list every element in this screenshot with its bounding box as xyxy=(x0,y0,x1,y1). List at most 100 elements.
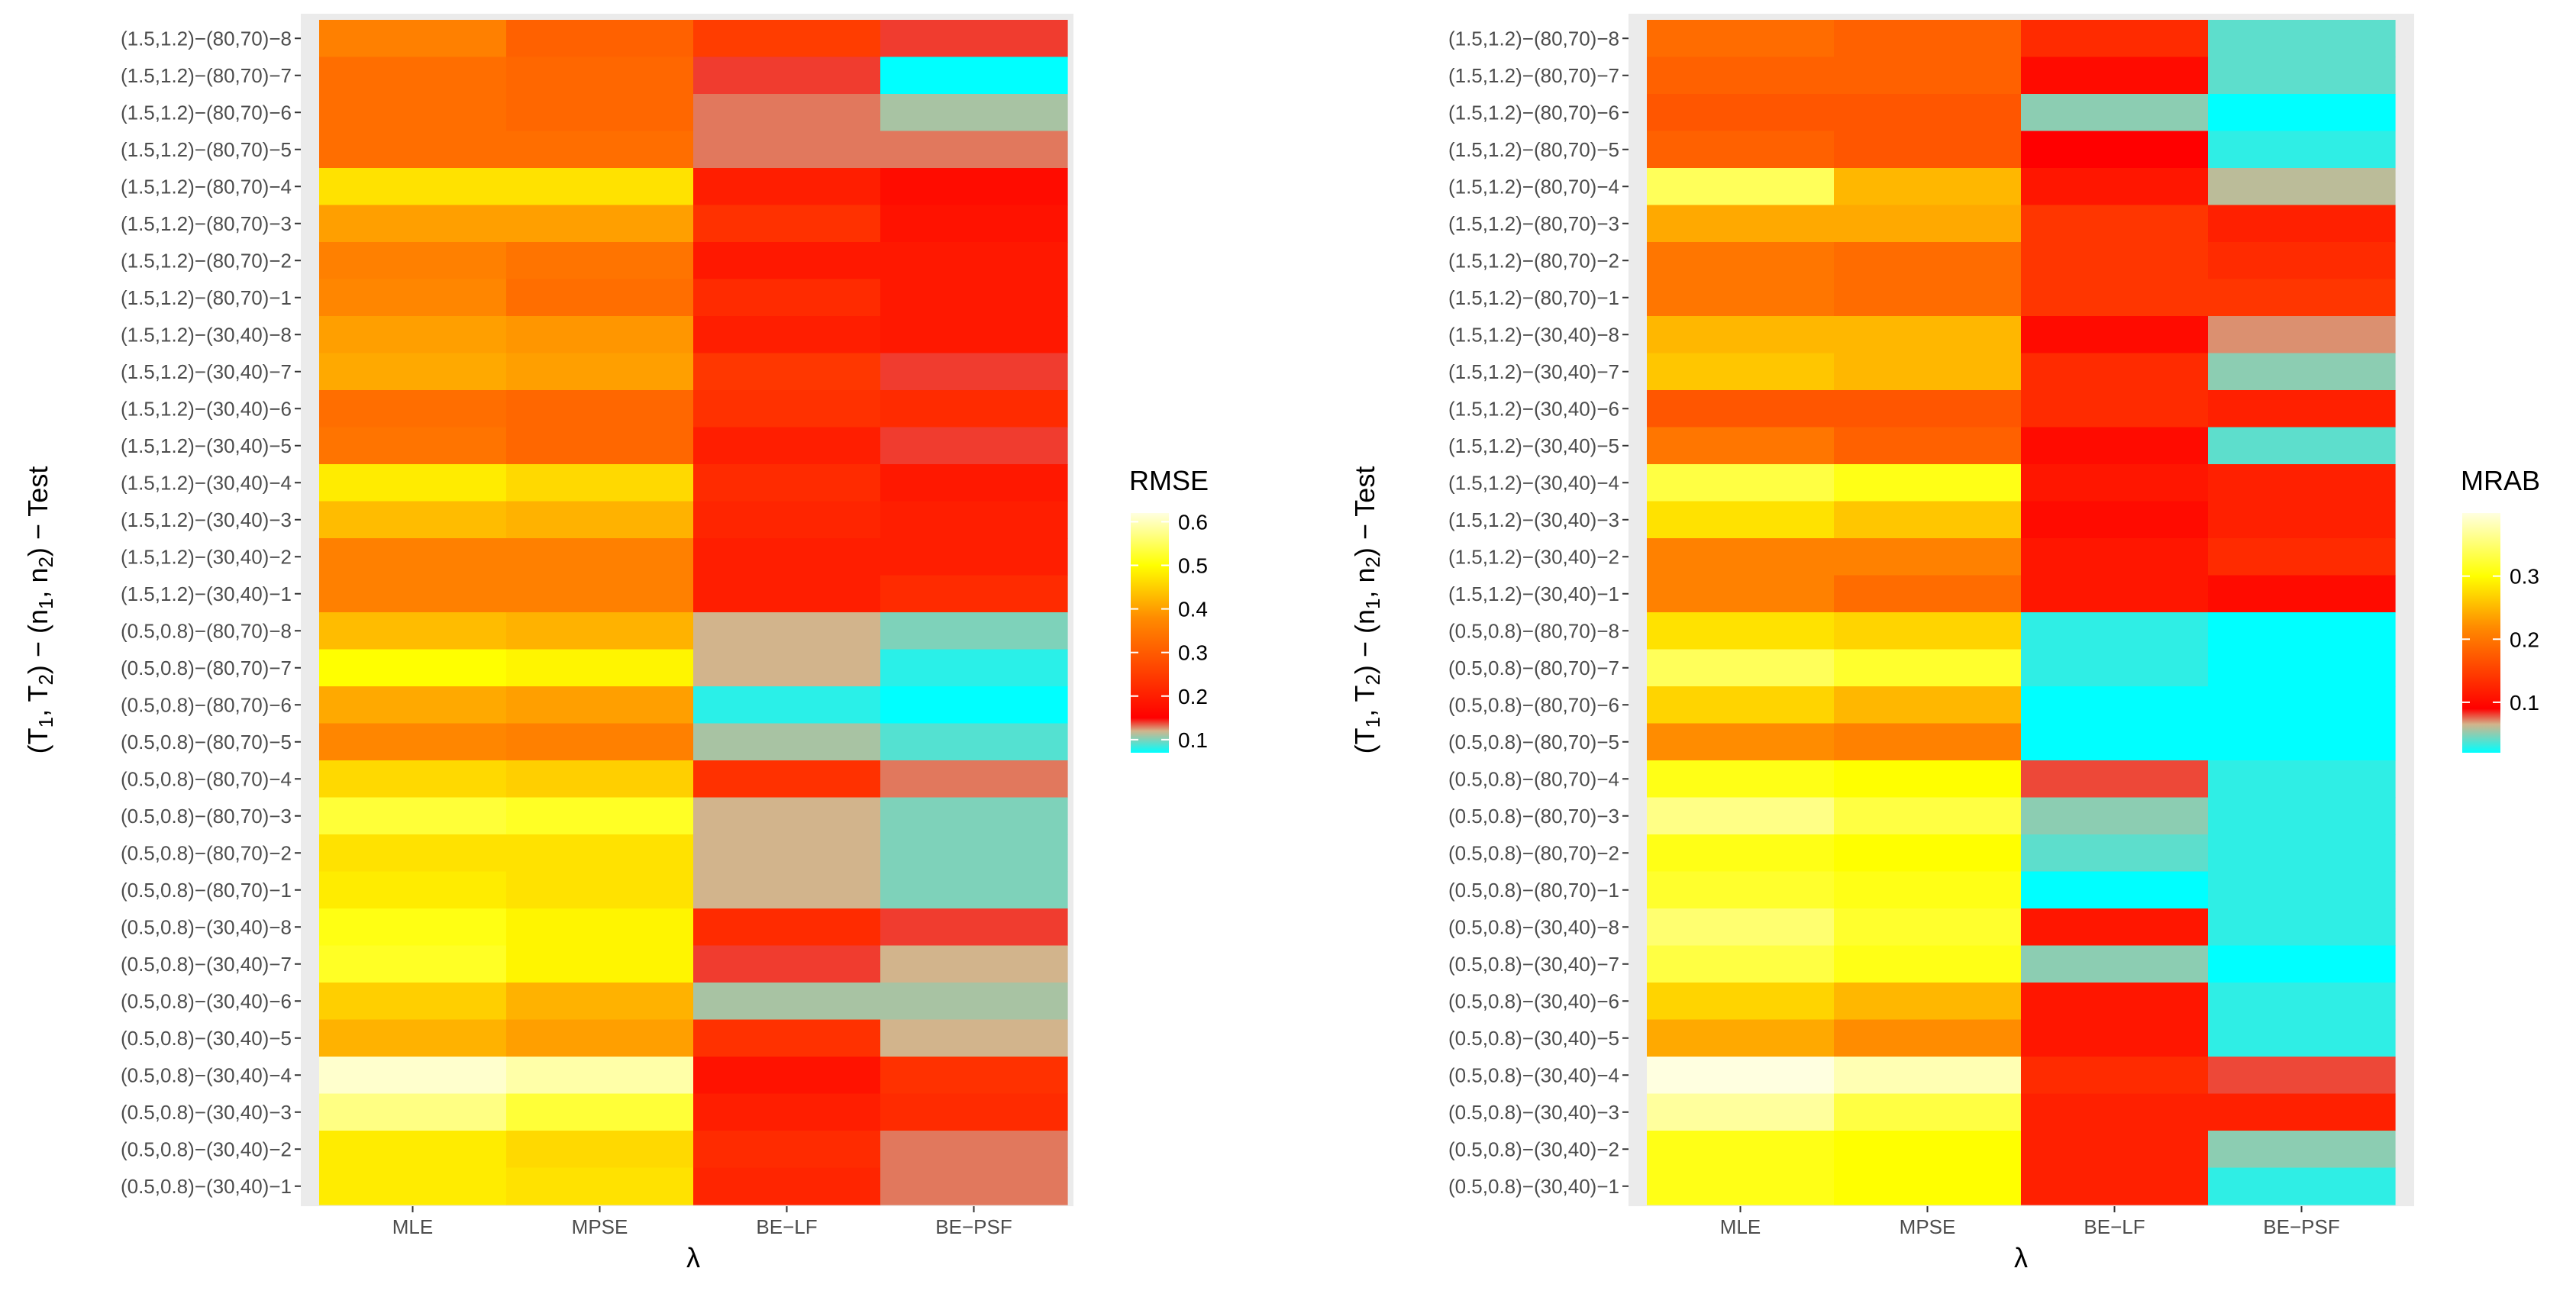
heatmap-cell xyxy=(880,94,1068,132)
heatmap-cell xyxy=(2208,723,2396,761)
heatmap-cell xyxy=(2208,279,2396,317)
y-tick-label: (0.5,0.8)−(80,70)−1 xyxy=(121,879,292,902)
heatmap-cell xyxy=(319,945,507,983)
heatmap-cell xyxy=(1834,983,2022,1021)
heatmap-cell xyxy=(1647,501,1835,539)
heatmap-cell xyxy=(1647,760,1835,799)
heatmap-cell xyxy=(880,760,1068,799)
heatmap-cell xyxy=(2021,871,2209,909)
y-axis-title: (T1, T2) − (n1, n2) − Test xyxy=(22,466,57,754)
heatmap-cell xyxy=(693,316,881,354)
y-axis-title-part: (T xyxy=(1349,728,1380,753)
heatmap-cell xyxy=(2208,94,2396,132)
heatmap-cell xyxy=(1834,279,2022,317)
heatmap-cell xyxy=(506,56,694,95)
heatmap-cell xyxy=(2208,834,2396,873)
legend-tick-label: 0.1 xyxy=(1178,728,1208,752)
heatmap-cell xyxy=(1834,390,2022,428)
heatmap-cell xyxy=(506,612,694,650)
heatmap-cell xyxy=(880,1019,1068,1057)
heatmap-cell xyxy=(2208,1167,2396,1205)
y-tick-label: (1.5,1.2)−(30,40)−8 xyxy=(1448,323,1619,346)
heatmap-cell xyxy=(2208,797,2396,835)
y-tick-label: (1.5,1.2)−(80,70)−1 xyxy=(121,286,292,309)
y-tick-label: (0.5,0.8)−(80,70)−2 xyxy=(1448,841,1619,864)
heatmap-cell xyxy=(2208,649,2396,687)
y-axis-title-subscript: 1 xyxy=(34,717,57,728)
y-axis-title-part: (T xyxy=(22,728,53,753)
heatmap-cell xyxy=(1647,1131,1835,1169)
heatmap-cell xyxy=(1834,871,2022,909)
y-tick-label: (1.5,1.2)−(80,70)−6 xyxy=(121,101,292,124)
heatmap-cell xyxy=(693,983,881,1021)
heatmap-cell xyxy=(1834,723,2022,761)
x-axis-title: λ xyxy=(2014,1242,2028,1273)
heatmap-cell xyxy=(2021,427,2209,465)
heatmap-cell xyxy=(2021,279,2209,317)
heatmap-cell xyxy=(2021,501,2209,539)
y-tick-label: (1.5,1.2)−(30,40)−2 xyxy=(1448,545,1619,568)
y-tick-label: (0.5,0.8)−(30,40)−1 xyxy=(1448,1175,1619,1198)
legend: RMSE 0.1 0.2 0.3 0.4 0.5 0.6 xyxy=(1129,465,1209,753)
y-tick-label: (1.5,1.2)−(30,40)−5 xyxy=(1448,434,1619,457)
heatmap-cell xyxy=(693,131,881,169)
heatmap-cell xyxy=(1834,1093,2022,1131)
heatmap-cell xyxy=(2208,353,2396,391)
heatmap-cell xyxy=(1834,168,2022,206)
heatmap-cell xyxy=(693,94,881,132)
heatmap-cell xyxy=(693,908,881,947)
heatmap-cell xyxy=(2208,168,2396,206)
heatmap-cell xyxy=(2208,390,2396,428)
heatmap-cell xyxy=(506,649,694,687)
legend-tick-label: 0.5 xyxy=(1178,554,1208,578)
mrab-heatmap-panel: (1.5,1.2)−(80,70)−8 (1.5,1.2)−(80,70)−7 (1… xyxy=(1349,14,2540,1273)
heatmap-cell xyxy=(1647,983,1835,1021)
y-tick-label: (0.5,0.8)−(80,70)−3 xyxy=(121,805,292,828)
heatmap-cell xyxy=(2208,1131,2396,1169)
heatmap-cell xyxy=(319,20,507,58)
y-tick-label: (1.5,1.2)−(80,70)−4 xyxy=(121,175,292,198)
y-tick-label: (1.5,1.2)−(30,40)−4 xyxy=(1448,471,1619,494)
heatmap-cell xyxy=(319,205,507,243)
heatmap-cell xyxy=(319,760,507,799)
y-tick-label: (1.5,1.2)−(30,40)−5 xyxy=(121,434,292,457)
heatmap-cell xyxy=(693,723,881,761)
heatmap-cell xyxy=(2021,131,2209,169)
heatmap-cell xyxy=(2021,1019,2209,1057)
heatmap-cell xyxy=(1647,686,1835,724)
heatmap-cell xyxy=(319,1057,507,1095)
heatmap-cell xyxy=(2021,1093,2209,1131)
x-axis: MLE MPSE BE−LF BE−PSF xyxy=(392,1206,1012,1238)
heatmap-cell xyxy=(506,205,694,243)
y-tick-label: (0.5,0.8)−(30,40)−5 xyxy=(1448,1027,1619,1050)
heatmap-cell xyxy=(880,56,1068,95)
heatmap-cell xyxy=(319,168,507,206)
heatmap-cell xyxy=(1834,427,2022,465)
heatmap-cell xyxy=(693,760,881,799)
y-tick-label: (0.5,0.8)−(80,70)−3 xyxy=(1448,805,1619,828)
heatmap-cell xyxy=(880,464,1068,502)
heatmap-cell xyxy=(1647,538,1835,576)
x-axis: MLE MPSE BE−LF BE−PSF xyxy=(1720,1206,2340,1238)
heatmap-cell xyxy=(2208,908,2396,947)
heatmap-cell xyxy=(880,242,1068,280)
heatmap-cell xyxy=(319,649,507,687)
y-axis-title: (T1, T2) − (n1, n2) − Test xyxy=(1349,466,1384,754)
legend-title: MRAB xyxy=(2461,465,2540,496)
heatmap-cell xyxy=(693,56,881,95)
heatmap-cell xyxy=(2208,56,2396,95)
heatmap-cell xyxy=(693,390,881,428)
heatmap-cell xyxy=(880,649,1068,687)
heatmap-cell xyxy=(693,797,881,835)
y-tick-label: (1.5,1.2)−(30,40)−8 xyxy=(121,323,292,346)
heatmap-cell xyxy=(1647,1057,1835,1095)
heatmap-cell xyxy=(693,353,881,391)
heatmap-cell xyxy=(880,797,1068,835)
y-tick-label: (0.5,0.8)−(30,40)−4 xyxy=(1448,1063,1619,1086)
heatmap-cell xyxy=(1647,131,1835,169)
heatmap-cell xyxy=(2021,908,2209,947)
y-tick-label: (1.5,1.2)−(80,70)−7 xyxy=(1448,64,1619,87)
heatmap-cell xyxy=(880,908,1068,947)
heatmap-cell xyxy=(2021,575,2209,613)
